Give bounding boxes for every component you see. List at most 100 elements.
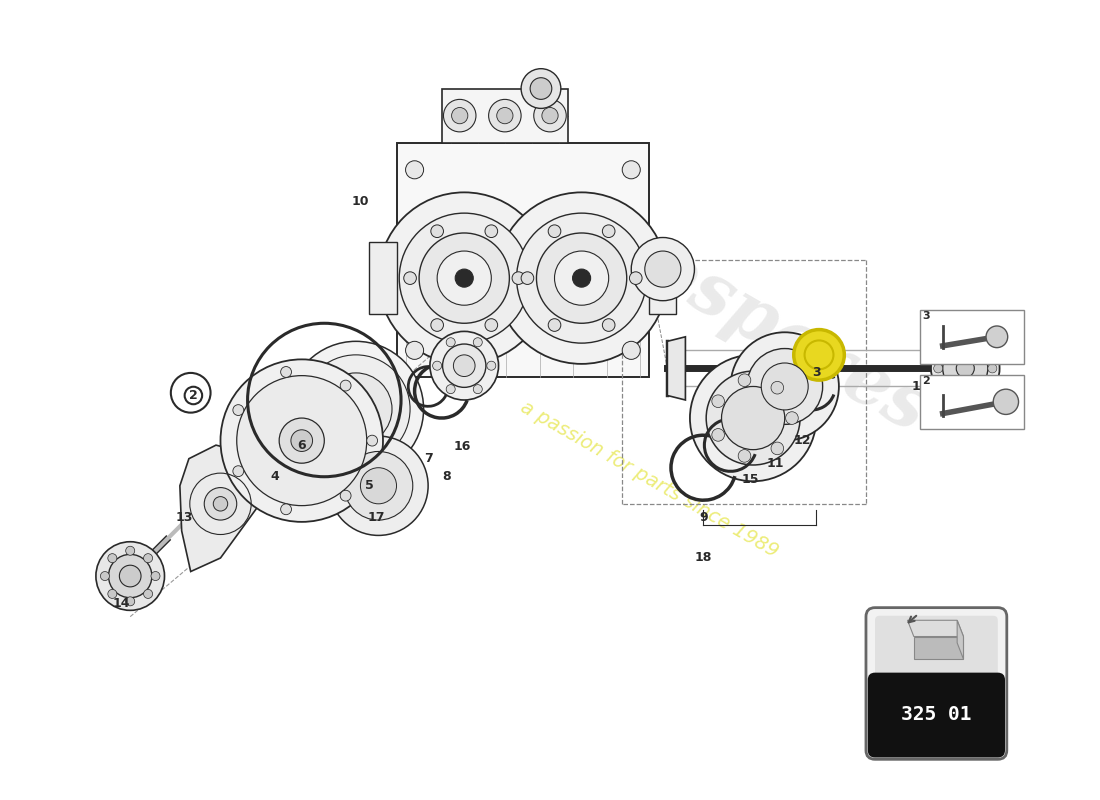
Circle shape bbox=[603, 225, 615, 238]
Circle shape bbox=[236, 376, 366, 506]
Text: eurospares: eurospares bbox=[517, 162, 940, 447]
Circle shape bbox=[956, 359, 975, 378]
Circle shape bbox=[485, 225, 497, 238]
Circle shape bbox=[712, 429, 725, 442]
Circle shape bbox=[366, 435, 377, 446]
Circle shape bbox=[960, 337, 970, 346]
Circle shape bbox=[980, 345, 989, 354]
Circle shape bbox=[706, 371, 800, 465]
Circle shape bbox=[554, 251, 608, 306]
Circle shape bbox=[455, 269, 473, 287]
Polygon shape bbox=[649, 242, 676, 314]
Circle shape bbox=[279, 418, 324, 463]
Circle shape bbox=[631, 238, 694, 301]
Text: 13: 13 bbox=[176, 511, 194, 524]
Circle shape bbox=[151, 571, 160, 581]
Polygon shape bbox=[908, 620, 964, 637]
Text: 10: 10 bbox=[352, 195, 370, 208]
Text: a passion for parts since 1989: a passion for parts since 1989 bbox=[517, 398, 782, 562]
Circle shape bbox=[437, 251, 492, 306]
Text: 15: 15 bbox=[741, 473, 759, 486]
Circle shape bbox=[406, 161, 424, 179]
Polygon shape bbox=[370, 242, 396, 314]
Circle shape bbox=[399, 213, 529, 343]
Circle shape bbox=[690, 355, 816, 482]
Polygon shape bbox=[668, 337, 685, 400]
Text: 11: 11 bbox=[767, 457, 784, 470]
Circle shape bbox=[517, 213, 647, 343]
Text: 2: 2 bbox=[189, 389, 198, 402]
Circle shape bbox=[431, 318, 443, 331]
Circle shape bbox=[988, 364, 997, 373]
Circle shape bbox=[340, 380, 351, 391]
Bar bbox=[920, 374, 1024, 429]
Circle shape bbox=[280, 366, 292, 378]
Circle shape bbox=[794, 330, 845, 380]
Circle shape bbox=[603, 318, 615, 331]
Circle shape bbox=[785, 412, 799, 424]
Circle shape bbox=[290, 430, 312, 451]
Text: 9: 9 bbox=[700, 511, 707, 524]
Circle shape bbox=[497, 107, 513, 124]
Circle shape bbox=[986, 326, 1008, 348]
Circle shape bbox=[453, 355, 475, 377]
Circle shape bbox=[144, 554, 153, 562]
Circle shape bbox=[108, 554, 117, 562]
Circle shape bbox=[431, 225, 443, 238]
Circle shape bbox=[645, 251, 681, 287]
Circle shape bbox=[942, 383, 950, 392]
Circle shape bbox=[942, 345, 950, 354]
Circle shape bbox=[205, 487, 236, 520]
Circle shape bbox=[108, 590, 117, 598]
Circle shape bbox=[280, 504, 292, 514]
Circle shape bbox=[931, 334, 1000, 402]
Text: 16: 16 bbox=[453, 441, 471, 454]
Text: 14: 14 bbox=[112, 597, 130, 610]
Circle shape bbox=[521, 69, 561, 109]
Circle shape bbox=[548, 225, 561, 238]
Circle shape bbox=[521, 272, 534, 285]
Circle shape bbox=[442, 344, 486, 387]
Circle shape bbox=[771, 382, 783, 394]
Text: 6: 6 bbox=[297, 438, 306, 452]
Circle shape bbox=[534, 99, 566, 132]
Circle shape bbox=[96, 542, 165, 610]
Text: 18: 18 bbox=[695, 551, 712, 565]
Circle shape bbox=[738, 450, 751, 462]
Text: 2: 2 bbox=[922, 376, 930, 386]
Circle shape bbox=[404, 272, 417, 285]
FancyBboxPatch shape bbox=[874, 616, 998, 686]
Circle shape bbox=[233, 466, 244, 477]
Circle shape bbox=[473, 385, 482, 394]
Text: 4: 4 bbox=[271, 470, 279, 483]
Circle shape bbox=[378, 192, 550, 364]
Circle shape bbox=[443, 99, 476, 132]
Circle shape bbox=[537, 233, 627, 323]
Polygon shape bbox=[914, 637, 964, 659]
Circle shape bbox=[220, 359, 383, 522]
Circle shape bbox=[738, 374, 751, 386]
Circle shape bbox=[934, 364, 943, 373]
Circle shape bbox=[340, 490, 351, 501]
Circle shape bbox=[761, 363, 808, 410]
Circle shape bbox=[548, 318, 561, 331]
Circle shape bbox=[170, 373, 210, 413]
Circle shape bbox=[233, 405, 244, 415]
Circle shape bbox=[125, 597, 134, 606]
Circle shape bbox=[288, 342, 424, 477]
Circle shape bbox=[344, 451, 412, 520]
FancyBboxPatch shape bbox=[868, 673, 1005, 758]
Circle shape bbox=[301, 355, 410, 463]
Text: 5: 5 bbox=[365, 479, 374, 492]
Circle shape bbox=[432, 361, 442, 370]
Circle shape bbox=[629, 272, 642, 285]
Circle shape bbox=[573, 269, 591, 287]
Text: 3: 3 bbox=[922, 310, 930, 321]
Circle shape bbox=[452, 107, 468, 124]
Circle shape bbox=[747, 349, 823, 424]
Bar bbox=[920, 310, 1024, 364]
Text: 8: 8 bbox=[442, 470, 451, 483]
Circle shape bbox=[993, 389, 1019, 414]
Circle shape bbox=[623, 342, 640, 359]
Circle shape bbox=[125, 546, 134, 555]
